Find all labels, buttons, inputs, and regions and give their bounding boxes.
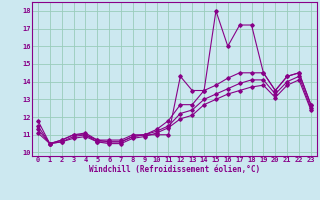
- X-axis label: Windchill (Refroidissement éolien,°C): Windchill (Refroidissement éolien,°C): [89, 165, 260, 174]
